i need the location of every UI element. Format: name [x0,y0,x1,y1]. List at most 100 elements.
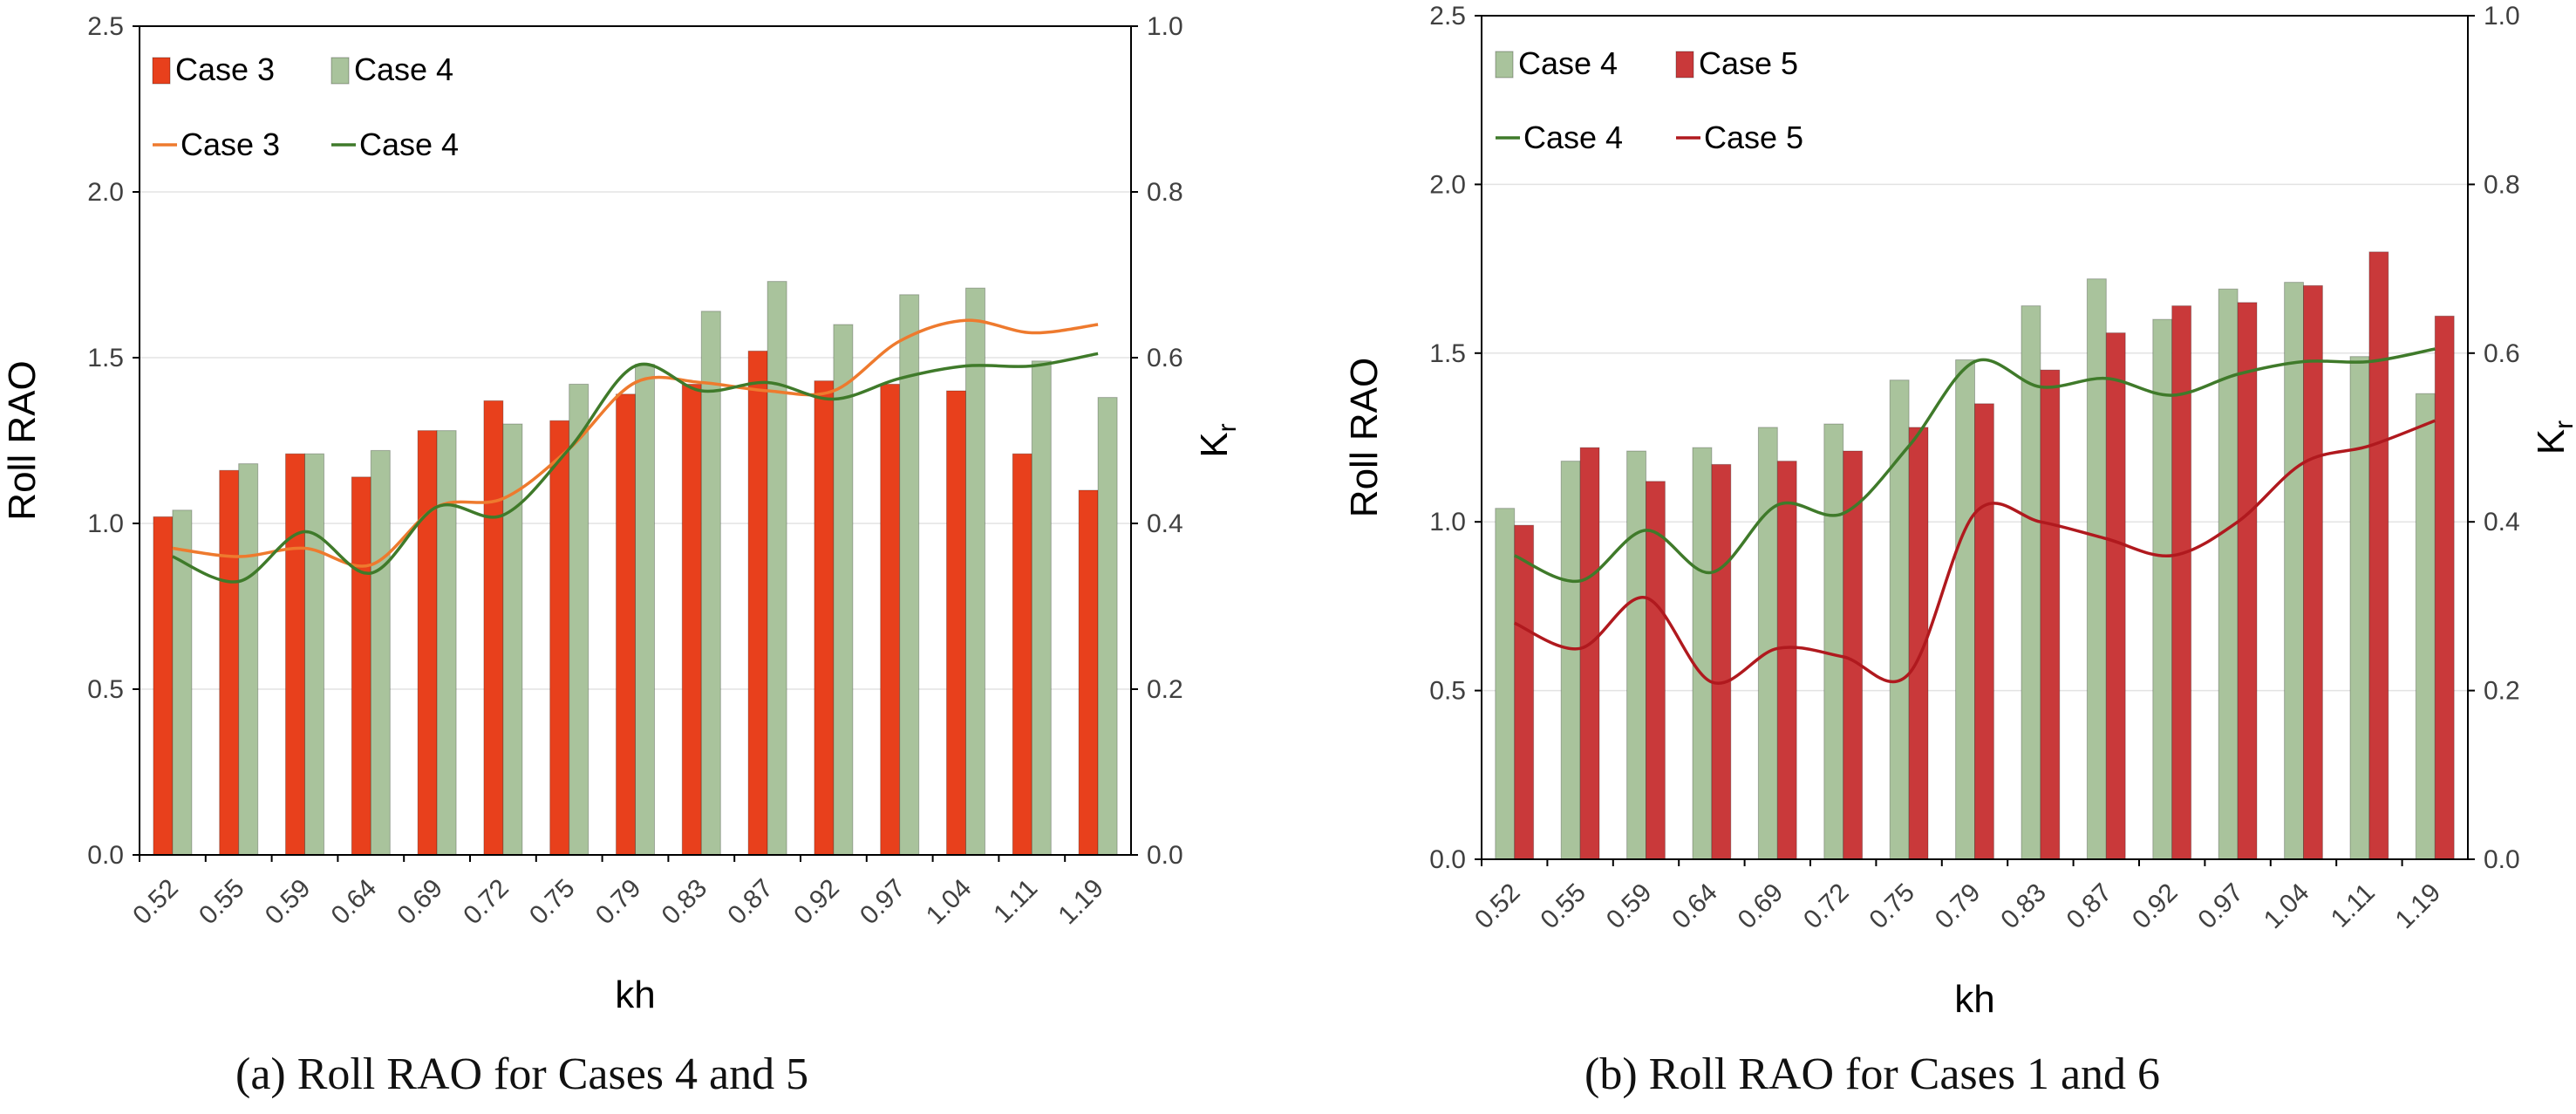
bar [2152,318,2173,860]
bar [1560,461,1581,860]
x-axis-title: kh [1954,978,1994,1021]
x-tick-label: 0.64 [326,874,383,931]
y2-axis-title-subscript: r [1213,423,1242,432]
y-tick-label: 2.5 [87,12,124,41]
y-tick-label: 2.0 [1429,170,1466,199]
bar-series-case-4 [1495,278,2436,860]
x-tick-label: 0.69 [1733,878,1789,935]
legend: Case 4 Case 5 Case 4 Case 5 [1495,45,1803,155]
line-series-case-3 [172,318,1099,568]
axes [133,25,1138,862]
line-series-case-4 [1513,347,2436,584]
bar [1078,489,1099,856]
y2-tick-label: 0.4 [2484,508,2520,536]
x-tick-label: 0.69 [392,874,448,931]
bar [1495,508,1516,860]
bar-series-case-5 [1514,251,2455,860]
x-tick-label: 0.55 [194,874,250,931]
legend-line-label: Case 4 [359,126,459,162]
x-tick-label: 0.52 [1469,878,1526,935]
x-tick-label: 0.75 [1864,878,1920,935]
line-series-case-4 [172,352,1099,584]
y2-tick-label: 0.8 [2484,170,2520,199]
y2-axis-title: Kr [2530,420,2576,454]
y2-tick-label: 0.6 [2484,339,2520,368]
bar [2105,332,2126,860]
y2-tick-label: 0.4 [1147,509,1183,538]
x-tick-label: 0.59 [260,874,317,931]
bar [1514,524,1535,860]
x-tick-label: 0.59 [1601,878,1658,935]
legend-line-label: Case 5 [1704,120,1803,155]
chart-caption: (b) Roll RAO for Cases 1 and 6 [1584,1049,2160,1099]
y2-axis-title: Kr [1193,423,1242,457]
bar [2086,278,2107,860]
x-axis-title: kh [615,974,655,1016]
bar [814,380,835,856]
y2-tick-label: 0.2 [1147,675,1183,704]
bar [1955,359,1975,860]
chart-caption: (a) Roll RAO for Cases 4 and 5 [235,1049,808,1099]
bar [483,400,504,856]
y2-tick-label: 0.6 [1147,344,1183,372]
bar [153,516,174,856]
legend-bar-label: Case 3 [175,51,275,87]
bar [1889,379,1910,860]
bar [1097,397,1118,856]
bar [2415,393,2436,860]
y-tick-label: 2.5 [1429,2,1466,31]
x-tick-label: 0.87 [722,874,779,931]
bar [436,430,457,856]
x-tick-label: 1.11 [988,874,1043,929]
y2-tick-label: 0.0 [1147,841,1183,870]
chart-b-svg: 0.0 0.5 1.0 1.5 2.0 2.5 0.0 0.2 0.4 0.6 0.8 1.0 0.52… [1343,2,2576,1099]
bar [635,364,655,856]
bar [1711,463,1732,860]
x-tick-label: 0.55 [1535,878,1591,935]
x-tick-label: 0.92 [788,874,845,931]
y2-tick-label: 1.0 [1147,12,1183,41]
bar [2284,282,2304,860]
x-tick-label: 0.97 [2192,878,2249,935]
y-tick-label: 0.0 [1429,845,1466,874]
axes [1475,15,2475,866]
bar [2368,251,2389,860]
bar [681,383,702,856]
bar [767,281,787,856]
x-tick-label: 0.87 [2061,878,2118,935]
bar [1776,461,1797,860]
bar [1692,447,1713,860]
bar [351,476,371,856]
legend-bar-swatch [1495,51,1514,79]
bar [304,453,324,856]
legend-bar-swatch [152,57,171,85]
bar [1823,423,1844,860]
y-tick-label: 1.5 [1429,339,1466,368]
x-tick-label: 1.19 [2390,878,2447,935]
bar [370,449,391,856]
x-tick-label: 0.97 [855,874,911,931]
y2-tick-label: 0.0 [2484,845,2520,874]
legend-bar-swatch [1675,51,1694,79]
bar [2021,305,2041,860]
y-tick-label: 2.0 [87,178,124,207]
bar [285,453,305,856]
bar [1626,450,1647,860]
bar [238,463,259,856]
y-tick-label: 0.5 [87,675,124,704]
chart-a-svg: 0.0 0.5 1.0 1.5 2.0 2.5 0.0 0.2 0.4 0.6 0.8 1.0 0.52… [1,12,1242,1099]
bar [1012,453,1032,856]
y2-axis-title-main: K [1193,432,1236,457]
x-tick-label: 1.04 [2259,878,2315,935]
y-axis-title: Roll RAO [1,360,44,520]
x-tick-label: 0.79 [1930,878,1987,935]
line-series-case-5 [1513,419,2436,686]
x-tick-label: 0.72 [458,874,515,931]
bar [946,390,966,856]
y2-axis-title-main: K [2530,429,2573,454]
legend-bar-swatch [331,57,350,85]
x-tick-label: 1.19 [1053,874,1109,931]
x-tick-label: 0.83 [1995,878,2052,935]
bar [2434,315,2455,860]
bar [833,324,854,856]
